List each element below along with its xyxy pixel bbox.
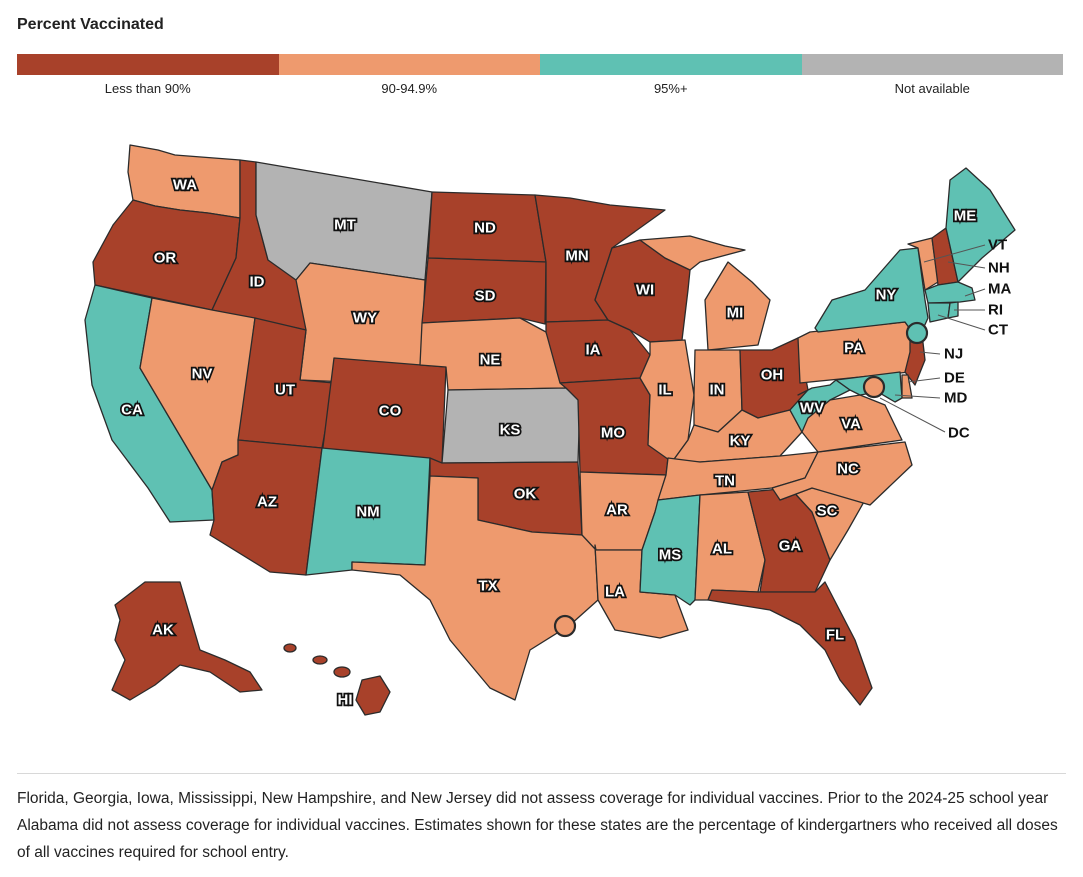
legend-label-na: Not available [894, 81, 970, 96]
city-marker-houston[interactable] [553, 614, 577, 638]
label-CO: CO [379, 403, 402, 420]
label-WY: WY [353, 310, 377, 327]
hawaii-island-kauai [283, 643, 297, 653]
callout-NJ: NJ [944, 346, 963, 363]
state-MI-upper[interactable] [639, 235, 746, 271]
label-GA: GA [779, 538, 802, 555]
state-VT[interactable] [907, 237, 939, 291]
leader-md [894, 394, 941, 399]
state-CT[interactable] [927, 302, 951, 323]
label-IA: IA [586, 342, 601, 359]
divider [17, 773, 1066, 774]
label-NC: NC [837, 461, 859, 478]
label-UT: UT [275, 382, 295, 399]
state-IL[interactable] [639, 339, 695, 463]
callout-RI: RI [988, 302, 1003, 319]
callout-NH: NH [988, 260, 1010, 277]
label-MI: MI [727, 305, 744, 322]
state-TX[interactable] [351, 475, 599, 701]
state-FL[interactable] [707, 581, 873, 706]
label-FL: FL [826, 627, 844, 644]
label-WA: WA [173, 177, 197, 194]
label-OH: OH [761, 367, 784, 384]
leader-nj [919, 351, 941, 355]
legend-label-mid: 90-94.9% [381, 81, 438, 96]
label-VA: VA [841, 416, 861, 433]
label-MS: MS [659, 547, 682, 564]
label-WI: WI [636, 282, 654, 299]
label-MO: MO [601, 425, 625, 442]
label-LA: LA [605, 584, 625, 601]
leader-dc [879, 397, 946, 433]
state-WV[interactable] [789, 379, 851, 433]
label-NM: NM [356, 504, 379, 521]
callout-CT: CT [988, 322, 1008, 339]
state-ME[interactable] [945, 167, 1016, 283]
callout-MD: MD [944, 390, 967, 407]
label-IN: IN [710, 382, 725, 399]
state-NY[interactable] [814, 247, 929, 341]
label-KY: KY [730, 433, 751, 450]
legend-label-low: Less than 90% [104, 81, 191, 96]
callout-VT: VT [988, 237, 1007, 254]
leader-vt [923, 244, 986, 263]
label-NE: NE [480, 352, 501, 369]
city-marker-nyc[interactable] [905, 321, 929, 345]
callout-MA: MA [988, 281, 1011, 298]
callout-DE: DE [944, 370, 965, 387]
leader-nh [947, 261, 986, 269]
us-map: WA OR CA ID NV MT WY UT AZ CO NM ND SD N… [84, 144, 1016, 716]
legend-labels: Less than 90% 90-94.9% 95%+ Not availabl… [17, 81, 1063, 96]
label-MN: MN [565, 248, 588, 265]
label-NV: NV [192, 366, 213, 383]
legend-title: Percent Vaccinated [17, 16, 164, 33]
leader-ct [937, 314, 986, 331]
legend-bar [17, 54, 1063, 75]
label-ME: ME [954, 208, 977, 225]
hawaii-island-maui [333, 666, 351, 678]
label-AR: AR [606, 502, 628, 519]
leader-ma [964, 288, 986, 297]
label-TN: TN [715, 473, 735, 490]
label-AK: AK [152, 622, 174, 639]
legend-swatch-na[interactable] [801, 54, 1063, 75]
label-PA: PA [844, 340, 864, 357]
label-ID: ID [250, 274, 265, 291]
label-CA: CA [121, 402, 143, 419]
legend-swatch-low[interactable] [17, 54, 279, 75]
legend-swatch-mid[interactable] [278, 54, 540, 75]
label-WV: WV [800, 400, 824, 417]
label-AL: AL [712, 541, 732, 558]
state-NC[interactable] [771, 441, 913, 506]
state-MI[interactable] [704, 261, 771, 351]
callout-DC: DC [948, 425, 970, 442]
label-TX: TX [478, 578, 497, 595]
label-IL: IL [658, 382, 671, 399]
hawaii-island-oahu [312, 655, 328, 665]
state-AK[interactable] [111, 581, 263, 701]
legend-swatch-high[interactable] [540, 54, 802, 75]
label-OR: OR [154, 250, 177, 267]
city-marker-dc-area[interactable] [862, 375, 886, 399]
label-SD: SD [475, 288, 496, 305]
footnote: Florida, Georgia, Iowa, Mississippi, New… [17, 790, 1058, 861]
leader-de [907, 377, 941, 383]
label-MT: MT [334, 217, 356, 234]
label-HI: HI [338, 692, 353, 709]
label-NY: NY [876, 287, 897, 304]
state-RI[interactable] [947, 301, 959, 319]
label-AZ: AZ [257, 494, 277, 511]
label-ND: ND [474, 220, 496, 237]
label-SC: SC [817, 503, 838, 520]
state-HI[interactable] [355, 675, 391, 716]
legend-label-high: 95%+ [653, 81, 688, 96]
label-OK: OK [514, 486, 537, 503]
label-KS: KS [500, 422, 521, 439]
